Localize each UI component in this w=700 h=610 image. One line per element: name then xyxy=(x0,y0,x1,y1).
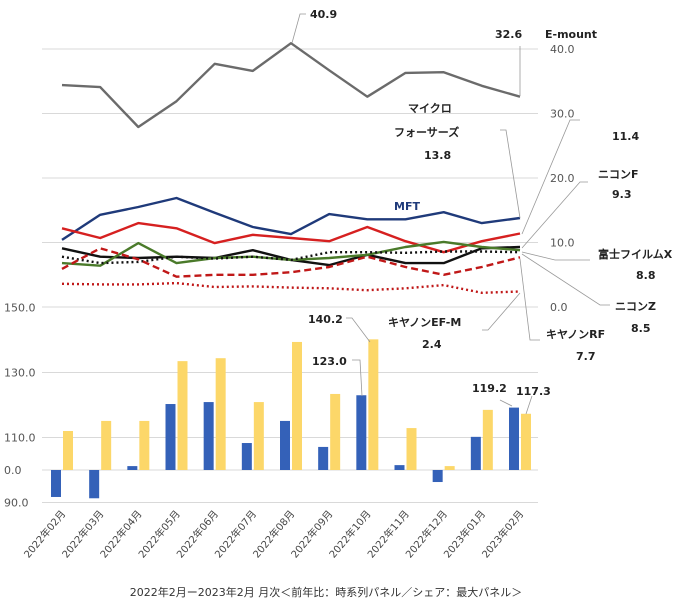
bar-y-tick: 110.0 xyxy=(4,432,36,445)
line-series-2 xyxy=(61,221,521,254)
bar-yellow-6 xyxy=(292,341,302,470)
bar-label-140: 140.2 xyxy=(308,313,343,326)
bar-label-123: 123.0 xyxy=(312,355,347,368)
bar-y-tick: 130.0 xyxy=(4,367,36,380)
leader-bar-117 xyxy=(525,395,533,415)
bar-label-117: 117.3 xyxy=(516,385,551,398)
bar-yellow-7 xyxy=(330,393,341,470)
leader-nikonf xyxy=(521,181,588,249)
bar-yellow-8 xyxy=(368,339,379,470)
line-y-tick: 0.0 xyxy=(550,301,568,314)
line-series-6 xyxy=(61,247,521,278)
bar-blue-6 xyxy=(280,420,290,470)
bar-blue-10 xyxy=(432,470,443,483)
mft-name-2: フォーサーズ xyxy=(394,125,459,139)
line-y-tick: 10.0 xyxy=(550,237,575,250)
fuji-name: 富士フイルムX xyxy=(598,247,673,261)
leader-rf xyxy=(519,258,540,341)
line-series-7 xyxy=(61,281,521,294)
bar-yellow-12 xyxy=(521,413,531,470)
bar-blue-4 xyxy=(203,402,214,470)
line-series-4 xyxy=(61,240,521,267)
bar-yellow-10 xyxy=(444,466,455,470)
rf-name: キヤノンRF xyxy=(546,328,605,341)
bar-blue-5 xyxy=(241,443,252,470)
bar-yellow-2 xyxy=(139,420,150,470)
bar-blue-0 xyxy=(51,470,61,497)
mft-value: 13.8 xyxy=(424,149,451,162)
nikonz-value: 8.5 xyxy=(631,322,651,335)
nikonz-name: ニコンZ xyxy=(615,300,656,313)
fuji-value: 8.8 xyxy=(636,269,656,282)
mft-inline-label: MFT xyxy=(394,200,420,213)
bar-blue-8 xyxy=(356,395,367,470)
line-y-tick: 20.0 xyxy=(550,172,575,185)
line-series-0 xyxy=(61,42,521,129)
mft-name-1: マイクロ xyxy=(408,102,452,115)
bar-y-tick: 90.0 xyxy=(4,497,29,510)
bar-label-119: 119.2 xyxy=(472,382,507,395)
line-y-tick: 30.0 xyxy=(550,108,575,121)
bar-yellow-5 xyxy=(253,402,264,470)
leader-bar-119 xyxy=(499,399,513,407)
bar-blue-1 xyxy=(89,470,100,499)
leader-bar-123 xyxy=(352,359,363,397)
nikonf-value: 9.3 xyxy=(612,188,632,201)
tick-labels: 40.0 30.0 20.0 10.0 0.0 150.0 130.0 110.0 0.0 90.… xyxy=(4,43,575,510)
bar-series xyxy=(51,339,531,499)
leader-bar-140 xyxy=(346,317,371,343)
nikonf-name: ニコンF xyxy=(598,168,639,181)
bar-yellow-11 xyxy=(482,409,493,470)
leader-red xyxy=(521,119,580,235)
leader-fuji xyxy=(521,251,590,261)
line-series xyxy=(61,42,521,294)
emount-name: E-mount xyxy=(545,28,597,41)
line-y-tick: 40.0 xyxy=(550,43,575,56)
bar-y-tick: 150.0 xyxy=(4,302,36,315)
rf-value: 7.7 xyxy=(576,350,596,363)
leader-nikonz xyxy=(521,253,610,306)
bar-yellow-4 xyxy=(215,358,226,470)
leader-lines xyxy=(291,13,610,415)
efm-name: キヤノンEF-M xyxy=(388,316,461,329)
leader-mft xyxy=(500,129,521,219)
emount-value: 32.6 xyxy=(495,28,522,41)
leader-peak xyxy=(291,13,306,44)
bar-blue-9 xyxy=(394,465,405,470)
bar-blue-7 xyxy=(318,446,329,470)
bar-yellow-9 xyxy=(406,428,417,470)
bar-blue-3 xyxy=(165,404,176,470)
line-series-1 xyxy=(61,196,521,241)
bar-yellow-0 xyxy=(63,431,73,470)
bar-yellow-3 xyxy=(177,361,188,470)
bar-y-tick: 0.0 xyxy=(4,464,22,477)
annotations: 40.9 32.6 E-mount MFT マイクロ フォーサーズ 13.8 1… xyxy=(308,8,673,398)
bar-blue-11 xyxy=(470,436,481,470)
chart-caption: 2022年2月ー2023年2月 月次＜前年比：時系列パネル／シェア：最大パネル＞ xyxy=(130,585,522,599)
peak-label: 40.9 xyxy=(310,8,337,21)
x-tick-labels: 2022年02月2022年03月2022年04月2022年05月2022年06月… xyxy=(21,508,526,561)
bar-blue-2 xyxy=(127,466,138,470)
bar-blue-12 xyxy=(509,407,519,470)
line-series-5 xyxy=(61,250,521,265)
efm-value: 2.4 xyxy=(422,338,442,351)
leader-efm xyxy=(482,292,521,331)
red-value: 11.4 xyxy=(612,130,639,143)
bar-yellow-1 xyxy=(101,420,112,470)
